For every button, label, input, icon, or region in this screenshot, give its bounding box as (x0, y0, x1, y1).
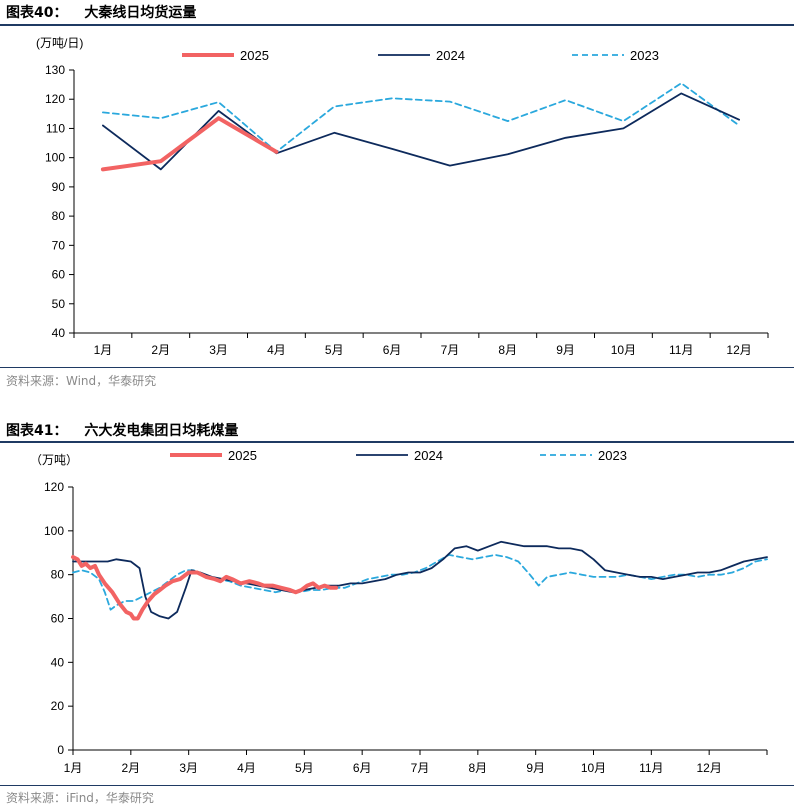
data-point-2024-2月 (160, 168, 162, 170)
legend-label-2024: 2024 (436, 48, 465, 63)
y-axis-unit: （万吨） (30, 453, 78, 467)
x-tick-label-5: 5月 (295, 761, 314, 775)
figure-40-label: 图表40： (6, 5, 68, 21)
data-point-2025-4月 (275, 151, 277, 153)
figure-41-bottom-rule (0, 785, 794, 786)
legend-label-2023: 2023 (598, 448, 627, 463)
data-point-2024-5月 (333, 132, 335, 134)
x-tick-label-3: 3月 (209, 343, 228, 357)
x-tick-label-10: 10月 (611, 343, 636, 357)
x-tick-label-11: 11月 (669, 343, 693, 357)
data-point-2023-7月 (449, 100, 451, 102)
y-tick-label-40: 40 (52, 326, 66, 340)
data-point-2024-11月 (680, 92, 682, 94)
x-tick-label-2: 2月 (121, 761, 140, 775)
x-tick-label-12: 12月 (726, 343, 751, 357)
y-tick-label-80: 80 (52, 209, 66, 223)
figure-40-title: 图表40： 大秦线日均货运量 (6, 2, 196, 22)
figure-41-label: 图表41： (6, 423, 68, 439)
chart-41: （万吨） 0 20 40 60 80 100 120 1月 2月 3月 4月 5月 6月 7月 8月 9月 10月… (30, 448, 768, 775)
data-point-2023-1月 (102, 111, 104, 113)
x-tick-label-9: 9月 (556, 343, 575, 357)
x-tick-label-10: 10月 (581, 761, 606, 775)
y-tick-label-80: 80 (51, 568, 65, 582)
figure-40-source: 资料来源：Wind，华泰研究 (6, 374, 157, 388)
data-point-2025-3月 (217, 117, 219, 119)
y-tick-label-120: 120 (44, 480, 64, 494)
x-tick-label-4: 4月 (237, 761, 256, 775)
x-tick-label-11: 11月 (639, 761, 663, 775)
series-line-2023 (72, 554, 768, 611)
x-tick-label-5: 5月 (325, 343, 344, 357)
y-tick-label-100: 100 (44, 524, 64, 538)
figure-41-title: 图表41： 六大发电集团日均耗煤量 (6, 420, 238, 440)
series-line-2023 (102, 82, 740, 153)
y-tick-label-100: 100 (45, 151, 65, 165)
data-point-2024-7月 (449, 164, 451, 166)
data-point-2024-12月 (738, 118, 740, 120)
data-point-2023-3月 (217, 101, 219, 103)
y-axis-unit: (万吨/日) (36, 36, 83, 50)
series-line-2025 (100, 116, 279, 172)
data-point-2023-9月 (564, 99, 566, 101)
y-tick-label-110: 110 (46, 121, 65, 135)
data-point-2024-9月 (564, 137, 566, 139)
figure-40-name: 大秦线日均货运量 (84, 5, 197, 21)
legend-label-2025: 2025 (240, 48, 269, 63)
x-tick-label-7: 7月 (441, 343, 460, 357)
legend-label-2025: 2025 (228, 448, 257, 463)
x-tick-label-6: 6月 (353, 761, 372, 775)
legend-label-2023: 2023 (630, 48, 659, 63)
data-point-2024-1月 (102, 124, 104, 126)
series-line-2024 (72, 540, 768, 620)
x-tick-label-1: 1月 (64, 761, 83, 775)
data-point-2023-2月 (160, 117, 162, 119)
data-point-2024-8月 (507, 153, 509, 155)
data-point-2025-2月 (160, 160, 162, 162)
data-point-2023-8月 (507, 120, 509, 122)
y-tick-label-0: 0 (57, 743, 64, 757)
y-tick-label-20: 20 (51, 699, 65, 713)
x-tick-label-8: 8月 (498, 343, 517, 357)
x-tick-label-1: 1月 (94, 343, 113, 357)
figure-40-top-rule (0, 24, 794, 26)
chart-40: (万吨/日) 40 50 60 70 80 90 100 110 120 130 1月 2月 3月 4月 5月… (36, 36, 769, 357)
x-tick-label-7: 7月 (411, 761, 430, 775)
y-tick-label-70: 70 (52, 238, 66, 252)
x-tick-label-6: 6月 (383, 343, 402, 357)
series-line-2024 (102, 92, 740, 171)
series-line-2025 (71, 555, 339, 621)
legend-label-2024: 2024 (414, 448, 443, 463)
data-point-2023-10月 (622, 120, 624, 122)
data-point-2023-12月 (738, 124, 740, 126)
y-tick-label-40: 40 (51, 655, 65, 669)
y-tick-label-90: 90 (52, 180, 66, 194)
data-point-2024-3月 (217, 110, 219, 112)
figure-40-bottom-rule (0, 367, 794, 368)
x-tick-label-9: 9月 (526, 761, 545, 775)
y-tick-label-60: 60 (51, 612, 65, 626)
data-point-2025-1月 (102, 168, 104, 170)
data-point-2024-10月 (622, 127, 624, 129)
x-tick-label-12: 12月 (696, 761, 721, 775)
data-point-2023-6月 (391, 97, 393, 99)
y-tick-label-120: 120 (45, 92, 65, 106)
data-point-2024-6月 (391, 148, 393, 150)
y-tick-label-60: 60 (52, 268, 66, 282)
figure-41-name: 六大发电集团日均耗煤量 (84, 423, 239, 439)
x-tick-label-3: 3月 (179, 761, 198, 775)
data-point-2023-11月 (680, 82, 682, 84)
figure-41-source: 资料来源：iFind，华泰研究 (6, 791, 154, 805)
y-tick-label-130: 130 (45, 63, 65, 77)
x-tick-label-2: 2月 (151, 343, 170, 357)
y-tick-label-50: 50 (52, 297, 66, 311)
data-point-2023-5月 (333, 105, 335, 107)
x-tick-label-8: 8月 (468, 761, 487, 775)
x-tick-label-4: 4月 (267, 343, 286, 357)
figure-41-top-rule (0, 441, 794, 443)
